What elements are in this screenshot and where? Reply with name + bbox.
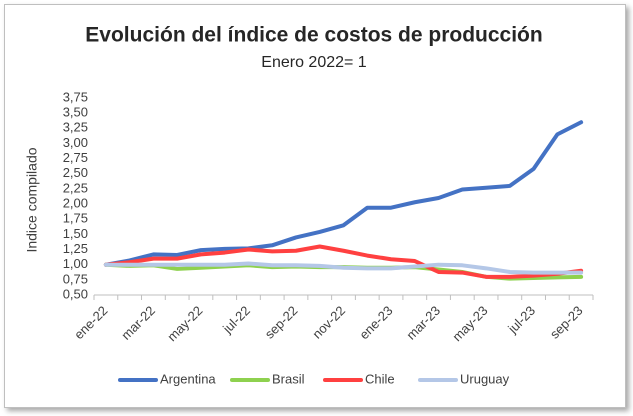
y-tick-label: 3,75: [63, 89, 88, 104]
x-tick-label: may-23: [449, 303, 490, 344]
y-tick-label: 2,75: [63, 150, 88, 165]
x-tick-label: nov-22: [309, 303, 348, 342]
chart-title: Evolución del índice de costos de produc…: [85, 24, 542, 47]
series-line: [103, 244, 584, 279]
y-tick-label: 1,75: [63, 211, 88, 226]
chart-subtitle: Enero 2022= 1: [261, 54, 367, 71]
series-line: [103, 261, 584, 275]
x-tick-label: sep-22: [262, 303, 301, 342]
x-tick-label: jul-23: [504, 303, 538, 337]
x-tick-label: ene-23: [356, 303, 395, 342]
x-tick-label: mar-23: [403, 303, 443, 343]
x-tick-label: ene-22: [71, 303, 110, 342]
y-tick-label: 0,75: [63, 271, 88, 286]
y-tick-label: 3,50: [63, 105, 88, 120]
x-tick-label: sep-23: [547, 303, 586, 342]
y-axis-label: Indice compilado: [24, 147, 40, 252]
y-tick-label: 1,25: [63, 241, 88, 256]
legend-label: Chile: [365, 371, 395, 386]
series-line: [103, 120, 584, 267]
y-tick-label: 3,25: [63, 120, 88, 135]
legend-label: Brasil: [272, 371, 305, 386]
x-tick-label: jul-22: [219, 303, 253, 337]
x-tick-label: may-22: [164, 303, 205, 344]
y-tick-label: 1,00: [63, 256, 88, 271]
y-tick-label: 2,00: [63, 196, 88, 211]
y-tick-label: 3,00: [63, 135, 88, 150]
legend-label: Uruguay: [460, 371, 510, 386]
y-tick-label: 1,50: [63, 226, 88, 241]
x-tick-label: mar-22: [118, 303, 158, 343]
chart-frame: [4, 4, 626, 408]
y-tick-label: 0,50: [63, 286, 88, 301]
legend-label: Argentina: [160, 371, 216, 386]
y-tick-label: 2,25: [63, 180, 88, 195]
y-tick-label: 2,50: [63, 165, 88, 180]
